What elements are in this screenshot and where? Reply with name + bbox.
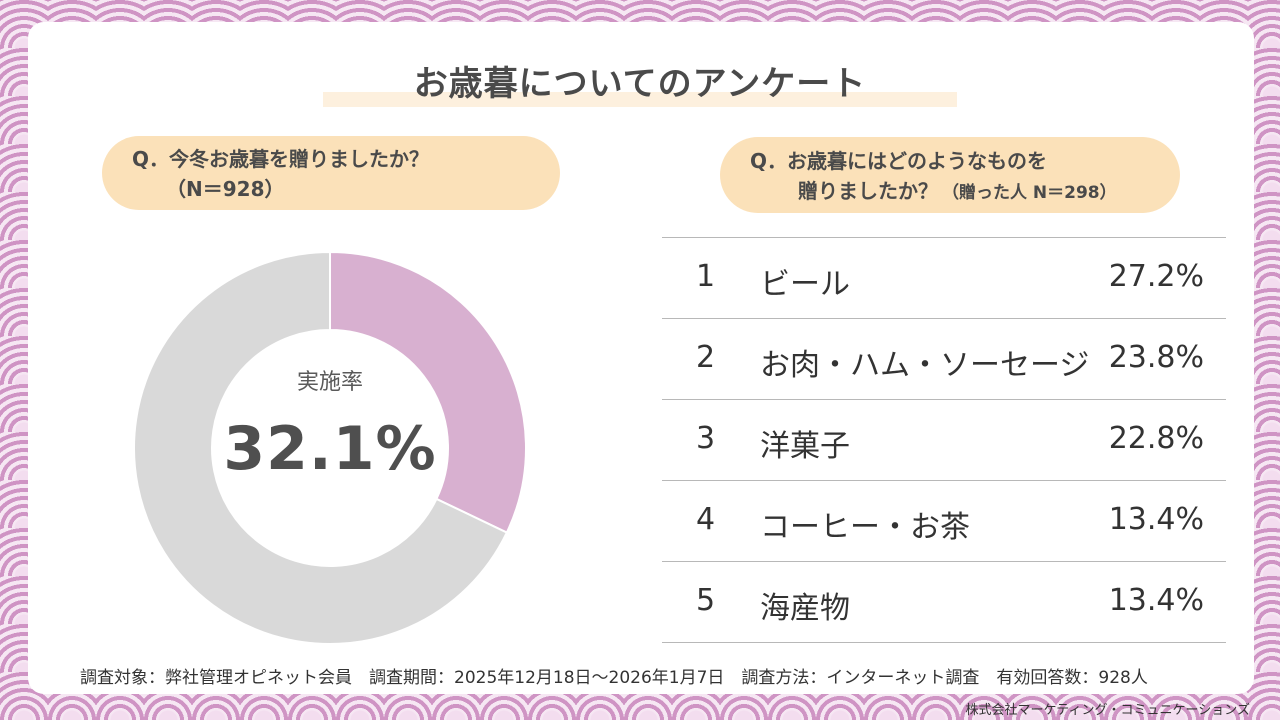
- donut-slice-2: [134, 252, 509, 644]
- rank-number: 4: [696, 502, 716, 537]
- company-credit: 株式会社マーケティング・コミュニケーションズ: [965, 703, 1250, 718]
- donut-center-label: 実施率: [296, 370, 363, 395]
- rank-percent: 27.2%: [1108, 259, 1204, 294]
- ranking-table: 1 ビール 27.2% 2 お肉・ハム・ソーセージ 23.8% 3 洋菓子 22.8% 4 コーヒー…: [662, 237, 1226, 643]
- question-right-line2: 贈りましたか？: [798, 179, 938, 203]
- survey-footnote: 調査対象：弊社管理オピネット会員 調査期間：2025年12月18日～2026年1…: [80, 668, 1148, 688]
- question-pill-right: Q．お歳暮にはどのようなものを 贈りましたか？ （贈った人 N＝298）: [720, 137, 1180, 213]
- rank-item: 洋菓子: [760, 429, 850, 464]
- table-row: 5 海産物 13.4%: [662, 561, 1226, 643]
- question-right-line2-wrap: 贈りましたか？ （贈った人 N＝298）: [798, 176, 1117, 208]
- rank-number: 5: [696, 583, 716, 618]
- rank-item: ビール: [760, 267, 850, 302]
- rank-percent: 23.8%: [1108, 340, 1204, 375]
- table-row: 3 洋菓子 22.8%: [662, 399, 1226, 480]
- question-pill-left: Q．今冬お歳暮を贈りましたか？ （N＝928）: [102, 136, 560, 210]
- rank-item: 海産物: [760, 591, 850, 626]
- rank-percent: 13.4%: [1108, 502, 1204, 537]
- rank-number: 3: [696, 421, 716, 456]
- question-right-note: （贈った人 N＝298）: [942, 183, 1117, 203]
- rank-item: コーヒー・お茶: [760, 510, 970, 545]
- question-left-line1: Q．今冬お歳暮を贈りましたか？: [132, 147, 430, 171]
- title-underline-band: [323, 92, 957, 107]
- donut-chart: [134, 252, 526, 644]
- rank-percent: 22.8%: [1108, 421, 1204, 456]
- donut-center-value: 32.1%: [223, 414, 437, 484]
- page-title: お歳暮についてのアンケート: [413, 64, 867, 104]
- donut-slice-1: [329, 252, 526, 534]
- table-row: 1 ビール 27.2%: [662, 237, 1226, 318]
- table-row: 2 お肉・ハム・ソーセージ 23.8%: [662, 318, 1226, 399]
- question-left-line2: （N＝928）: [166, 177, 285, 201]
- rank-item: お肉・ハム・ソーセージ: [760, 348, 1090, 383]
- rank-number: 1: [696, 259, 716, 294]
- rank-number: 2: [696, 340, 716, 375]
- question-right-line1: Q．お歳暮にはどのようなものを: [750, 149, 1048, 173]
- table-row: 4 コーヒー・お茶 13.4%: [662, 480, 1226, 561]
- rank-percent: 13.4%: [1108, 583, 1204, 618]
